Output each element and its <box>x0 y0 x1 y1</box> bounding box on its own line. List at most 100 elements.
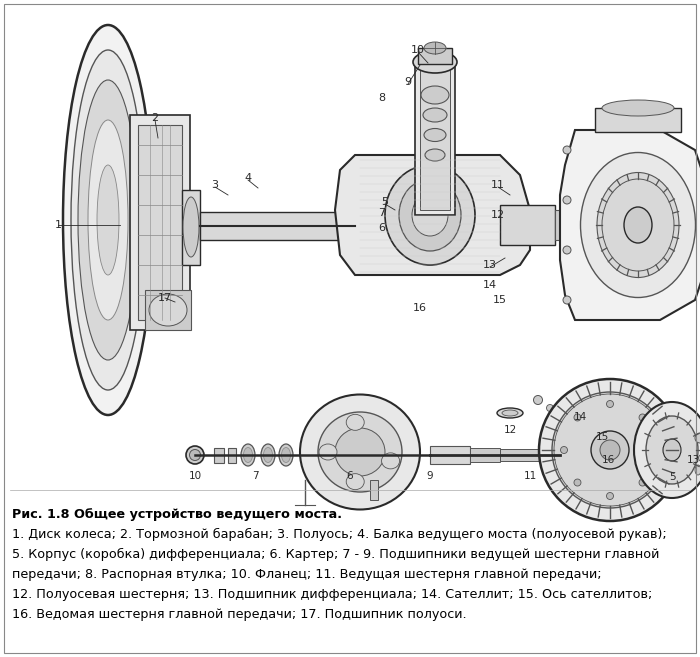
Ellipse shape <box>186 446 204 464</box>
Ellipse shape <box>318 412 402 492</box>
Ellipse shape <box>574 414 581 421</box>
Ellipse shape <box>600 440 620 460</box>
Ellipse shape <box>279 444 293 466</box>
Ellipse shape <box>563 196 571 204</box>
Ellipse shape <box>695 465 700 475</box>
Ellipse shape <box>574 479 581 486</box>
Ellipse shape <box>606 401 613 407</box>
Ellipse shape <box>597 173 679 277</box>
Ellipse shape <box>346 415 364 430</box>
Ellipse shape <box>639 479 646 486</box>
Bar <box>138 125 182 320</box>
Ellipse shape <box>695 433 700 443</box>
Ellipse shape <box>319 444 337 460</box>
Ellipse shape <box>639 414 646 421</box>
Polygon shape <box>335 155 530 275</box>
Text: 5: 5 <box>668 472 676 482</box>
Ellipse shape <box>149 294 187 326</box>
Text: 17: 17 <box>158 293 172 303</box>
Ellipse shape <box>552 392 668 508</box>
Ellipse shape <box>78 80 138 360</box>
Bar <box>214 448 224 463</box>
Bar <box>200 212 355 240</box>
Ellipse shape <box>88 120 128 320</box>
Ellipse shape <box>412 194 448 236</box>
Ellipse shape <box>624 207 652 243</box>
Bar <box>500 449 560 461</box>
Text: 2: 2 <box>151 113 159 123</box>
Text: 16: 16 <box>413 303 427 313</box>
Text: 11: 11 <box>491 180 505 190</box>
Ellipse shape <box>281 447 290 463</box>
Ellipse shape <box>663 439 681 461</box>
Text: 8: 8 <box>379 93 386 103</box>
Text: передачи; 8. Распорная втулка; 10. Фланец; 11. Ведущая шестерня главной передачи: передачи; 8. Распорная втулка; 10. Флане… <box>12 568 601 581</box>
Ellipse shape <box>300 394 420 509</box>
Text: 5. Корпус (коробка) дифференциала; 6. Картер; 7 - 9. Подшипники ведущей шестерни: 5. Корпус (коробка) дифференциала; 6. Ка… <box>12 548 659 561</box>
Bar <box>430 446 470 464</box>
Ellipse shape <box>399 179 461 251</box>
Ellipse shape <box>425 149 445 161</box>
Text: 12. Полуосевая шестерня; 13. Подшипник дифференциала; 14. Сателлит; 15. Ось сате: 12. Полуосевая шестерня; 13. Подшипник д… <box>12 588 652 601</box>
Ellipse shape <box>385 165 475 265</box>
Bar <box>415 60 455 215</box>
Ellipse shape <box>502 410 518 416</box>
Bar <box>595 108 681 132</box>
Ellipse shape <box>424 42 446 54</box>
Text: 13: 13 <box>687 455 699 465</box>
Ellipse shape <box>424 129 446 141</box>
Text: 4: 4 <box>244 173 251 183</box>
Ellipse shape <box>547 405 554 411</box>
Ellipse shape <box>261 444 275 466</box>
Ellipse shape <box>606 493 613 499</box>
Ellipse shape <box>421 86 449 104</box>
Text: 11: 11 <box>524 471 537 481</box>
Ellipse shape <box>346 474 364 489</box>
Ellipse shape <box>634 402 700 498</box>
Bar <box>420 70 450 210</box>
Text: 10: 10 <box>188 471 202 481</box>
Text: 3: 3 <box>211 180 218 190</box>
Text: 1. Диск колеса; 2. Тормозной барабан; 3. Полуось; 4. Балка ведущего моста (полуо: 1. Диск колеса; 2. Тормозной барабан; 3.… <box>12 528 666 541</box>
Ellipse shape <box>190 449 200 461</box>
Text: 5: 5 <box>382 197 388 207</box>
Text: 12: 12 <box>503 425 517 435</box>
Bar <box>470 448 500 462</box>
Ellipse shape <box>183 197 199 257</box>
Ellipse shape <box>413 51 457 73</box>
Text: 16: 16 <box>601 455 615 465</box>
Bar <box>145 290 191 330</box>
Text: 15: 15 <box>596 432 608 442</box>
Polygon shape <box>560 130 700 320</box>
Text: 7: 7 <box>252 471 258 481</box>
Text: 15: 15 <box>493 295 507 305</box>
Text: 9: 9 <box>427 471 433 481</box>
Ellipse shape <box>563 296 571 304</box>
Text: 7: 7 <box>379 208 386 218</box>
Ellipse shape <box>244 447 253 463</box>
Bar <box>130 115 190 330</box>
Text: 6: 6 <box>379 223 386 233</box>
Bar <box>228 448 236 463</box>
Ellipse shape <box>533 396 542 405</box>
Ellipse shape <box>699 455 700 461</box>
Ellipse shape <box>263 447 272 463</box>
Text: 13: 13 <box>483 260 497 270</box>
Ellipse shape <box>335 428 385 476</box>
Ellipse shape <box>602 100 674 116</box>
Bar <box>500 205 555 245</box>
Text: 6: 6 <box>346 471 354 481</box>
Text: 1: 1 <box>55 220 62 230</box>
Text: 14: 14 <box>573 412 587 422</box>
Ellipse shape <box>652 447 659 453</box>
Text: 10: 10 <box>411 45 425 55</box>
Bar <box>555 210 575 240</box>
Bar <box>370 480 378 500</box>
Ellipse shape <box>646 416 698 484</box>
Ellipse shape <box>580 152 696 298</box>
Ellipse shape <box>563 246 571 254</box>
Text: Рис. 1.8 Общее устройство ведущего моста.: Рис. 1.8 Общее устройство ведущего моста… <box>12 508 342 521</box>
Ellipse shape <box>382 453 400 469</box>
Ellipse shape <box>423 108 447 122</box>
Text: 9: 9 <box>405 77 412 87</box>
